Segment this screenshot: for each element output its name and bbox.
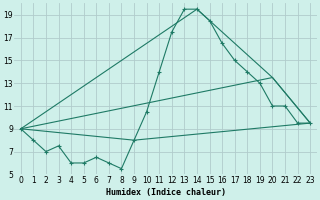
X-axis label: Humidex (Indice chaleur): Humidex (Indice chaleur)	[106, 188, 226, 197]
